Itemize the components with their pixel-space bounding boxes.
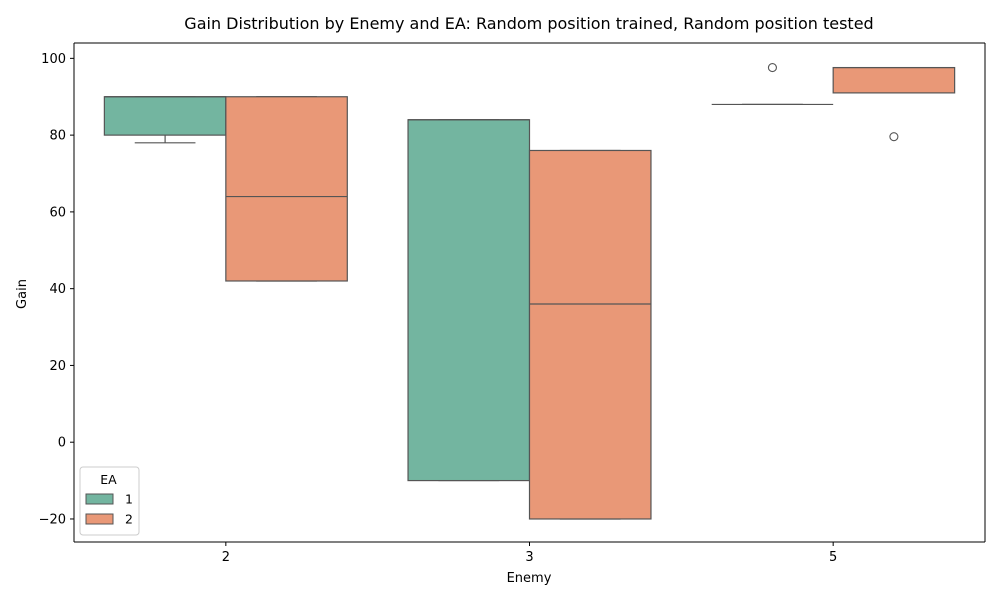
- x-tick-label: 5: [829, 550, 837, 565]
- x-axis-label: Enemy: [507, 571, 552, 586]
- legend-swatch: [85, 513, 114, 525]
- legend-entry-label: 1: [125, 492, 133, 507]
- y-axis-label: Gain: [15, 279, 30, 309]
- box-group: [832, 66, 956, 142]
- box: [407, 119, 531, 482]
- plot-area: [103, 63, 956, 520]
- x-tick-label: 2: [222, 550, 230, 565]
- y-tick-label: 40: [49, 282, 66, 297]
- box-group: [225, 96, 348, 282]
- y-tick-label: 0: [58, 436, 66, 451]
- legend-entry-label: 2: [125, 512, 133, 527]
- y-tick-label: 20: [49, 359, 66, 374]
- x-tick-label: 3: [525, 550, 533, 565]
- legend-swatch: [85, 493, 114, 505]
- box-group: [528, 149, 652, 520]
- outlier-point: [767, 63, 777, 73]
- y-tick-label: 80: [49, 129, 66, 144]
- outlier-point: [889, 132, 899, 142]
- box: [528, 149, 652, 520]
- box-group: [711, 63, 834, 106]
- y-tick-label: −20: [39, 512, 66, 527]
- y-tick-label: 60: [49, 205, 66, 220]
- axes: −20 0 20 40 60 80 100 2 3 5: [39, 42, 986, 565]
- box-group: [103, 96, 227, 144]
- y-tick-label: 100: [41, 52, 66, 67]
- box-group: [407, 119, 531, 482]
- box: [225, 96, 348, 282]
- box: [832, 66, 956, 94]
- chart-title: Gain Distribution by Enemy and EA: Rando…: [184, 14, 873, 33]
- legend-title: EA: [100, 472, 117, 487]
- box: [103, 96, 227, 136]
- legend: EA 1 2: [79, 466, 140, 536]
